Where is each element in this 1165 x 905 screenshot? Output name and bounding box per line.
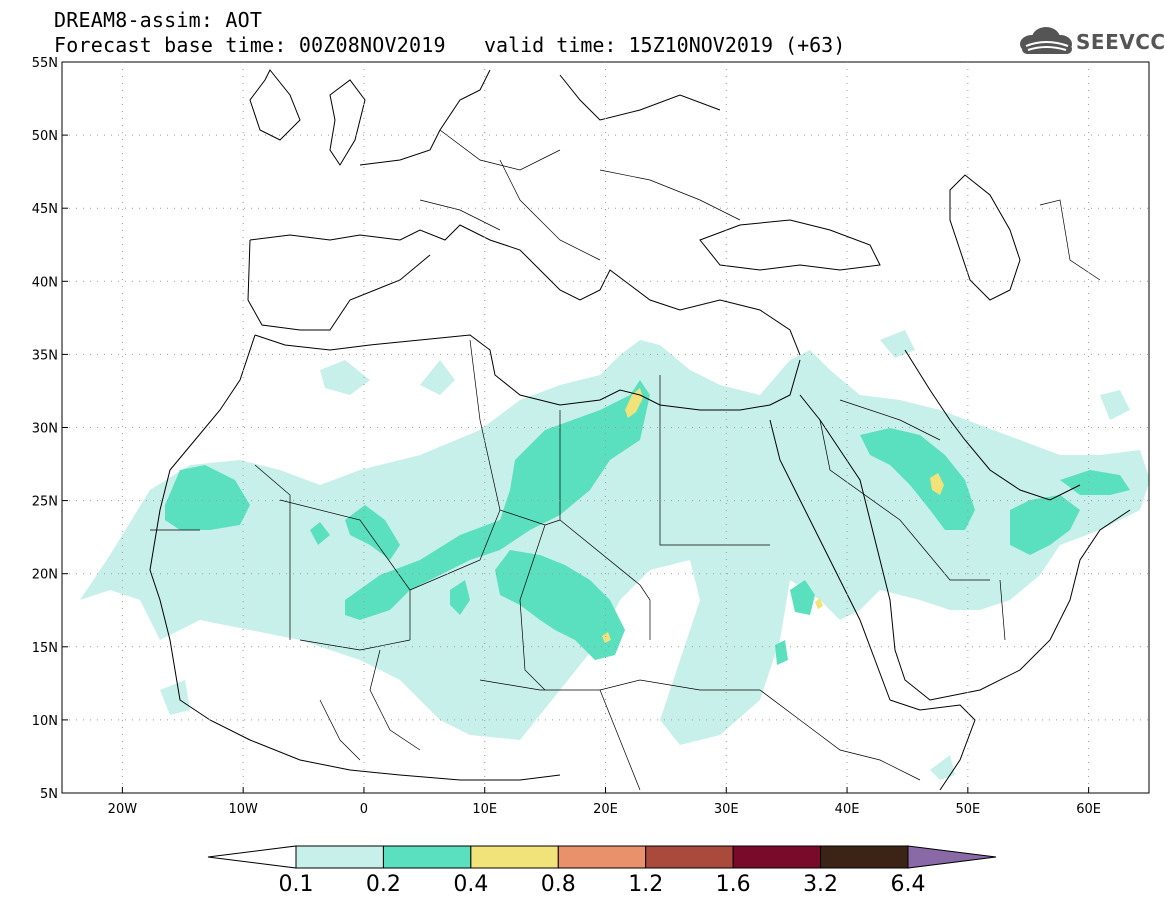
colorbar-swatches — [207, 845, 997, 869]
colorbar-label: 1.2 — [628, 872, 663, 897]
colorbar-swatch — [470, 845, 559, 869]
colorbar-swatch — [382, 845, 472, 869]
valid-time: valid time: 15Z10NOV2019 (+63) — [484, 33, 846, 57]
lat-tick-label: 30N — [32, 422, 58, 437]
lon-tick-label: 0 — [360, 802, 368, 817]
lat-tick-label: 10N — [32, 714, 58, 729]
lon-tick-label: 10E — [472, 802, 497, 817]
colorbar-high-arrow — [907, 845, 997, 869]
lat-tick-label: 5N — [40, 787, 58, 802]
lat-tick-label: 45N — [32, 202, 58, 217]
lat-tick-label: 55N — [32, 56, 58, 71]
lon-tick-label: 60E — [1076, 802, 1101, 817]
lon-tick-label: 10W — [228, 802, 258, 817]
aot-shading-medium — [165, 380, 1130, 665]
lon-tick-label: 20W — [108, 802, 138, 817]
aot-shading-high — [602, 388, 944, 643]
colorbar-swatch — [820, 845, 909, 869]
gridlines — [62, 62, 1149, 793]
cloud-logo-icon — [1020, 27, 1072, 54]
forecast-base-time: Forecast base time: 00Z08NOV2019 — [54, 33, 446, 57]
map-title: DREAM8-assim: AOT — [54, 8, 263, 32]
longitude-labels: 20W 10W 0 10E 20E 30E 40E 50E 60E — [108, 787, 1101, 817]
colorbar-label: 0.8 — [541, 872, 576, 897]
colorbar-swatch — [295, 845, 384, 869]
coastlines — [149, 69, 1131, 791]
lat-tick-label: 15N — [32, 641, 58, 656]
lon-tick-label: 20E — [593, 802, 618, 817]
colorbar-swatch — [557, 845, 647, 869]
colorbar-swatch — [732, 845, 822, 869]
colorbar-swatch — [645, 845, 734, 869]
colorbar-label: 0.4 — [453, 872, 488, 897]
lat-tick-label: 20N — [32, 568, 58, 583]
colorbar-label: 6.4 — [891, 872, 926, 897]
colorbar-label: 0.2 — [366, 872, 401, 897]
colorbar-label: 1.6 — [716, 872, 751, 897]
lat-tick-label: 25N — [32, 495, 58, 510]
lon-tick-label: 30E — [714, 802, 739, 817]
colorbar-label: 3.2 — [803, 872, 838, 897]
country-borders — [150, 129, 1101, 791]
lat-tick-label: 35N — [32, 348, 58, 363]
lat-tick-label: 40N — [32, 275, 58, 290]
latitude-labels: 55N 50N 45N 40N 35N 30N 25N 20N 15N 10N 5N — [32, 56, 68, 802]
colorbar-labels: 0.1 0.2 0.4 0.8 1.2 1.6 3.2 6.4 — [279, 872, 926, 897]
logo-text: SEEVCCC — [1076, 30, 1165, 54]
colorbar-label: 0.1 — [279, 872, 314, 897]
lon-tick-label: 40E — [835, 802, 860, 817]
colorbar-low-arrow — [207, 845, 297, 869]
lat-tick-label: 50N — [32, 129, 58, 144]
lon-tick-label: 50E — [955, 802, 980, 817]
